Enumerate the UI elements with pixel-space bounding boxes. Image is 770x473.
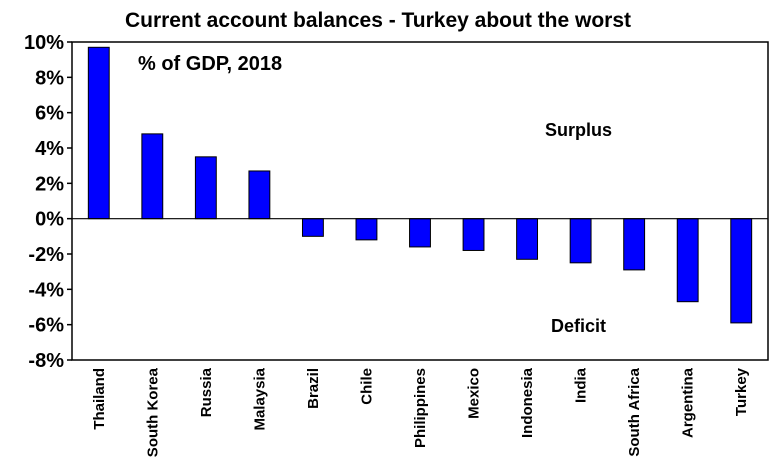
- x-tick-label: Brazil: [305, 368, 322, 409]
- x-tick-label: Chile: [358, 368, 375, 405]
- y-tick-label: 0%: [35, 209, 64, 231]
- x-tick-label: Argentina: [680, 367, 697, 438]
- x-tick-label: India: [573, 367, 590, 403]
- bar: [141, 133, 164, 220]
- x-tick-label: Mexico: [466, 368, 483, 419]
- annotation-surplus: Surplus: [545, 120, 612, 140]
- x-tick-label: South Korea: [144, 367, 161, 457]
- bar: [623, 218, 646, 271]
- y-tick-label: 4%: [35, 138, 64, 160]
- bars: [87, 46, 753, 324]
- bar: [355, 218, 378, 241]
- bar: [516, 218, 539, 260]
- x-tick-label: Turkey: [733, 367, 750, 416]
- bar: [409, 218, 431, 248]
- bar: [569, 218, 592, 264]
- y-tick-label: 2%: [35, 173, 64, 195]
- y-tick-label: -4%: [28, 279, 64, 301]
- bar: [248, 170, 271, 220]
- bar: [87, 46, 110, 220]
- bar: [194, 156, 217, 220]
- x-tick-label: Philippines: [412, 368, 429, 448]
- y-tick-label: -2%: [28, 244, 64, 266]
- y-tick-label: 8%: [35, 67, 64, 89]
- x-tick-label: Indonesia: [519, 367, 536, 438]
- plot-frame: [71, 41, 769, 361]
- x-tick-label: South Africa: [626, 367, 643, 456]
- y-tick-label: 10%: [24, 32, 64, 54]
- chart-title: Current account balances - Turkey about …: [125, 9, 631, 32]
- y-tick-label: -6%: [28, 315, 64, 337]
- bar: [730, 218, 753, 324]
- x-tick-label: Russia: [198, 367, 215, 417]
- x-tick-label: Malaysia: [251, 367, 268, 430]
- chart-subtitle: % of GDP, 2018: [138, 53, 282, 75]
- bar: [462, 218, 485, 251]
- bar: [676, 218, 699, 303]
- x-tick-label: Thailand: [91, 368, 108, 430]
- y-tick-label: -8%: [28, 350, 64, 372]
- y-tick-label: 6%: [35, 103, 64, 125]
- x-axis: Thailand South Korea Russia Malaysia Brazil C…: [91, 367, 750, 457]
- bar: [301, 218, 324, 237]
- y-axis: -8% -6% -4% -2% 0% 2% 4% 6% 8% 10%: [24, 32, 72, 372]
- annotation-deficit: Deficit: [551, 316, 606, 336]
